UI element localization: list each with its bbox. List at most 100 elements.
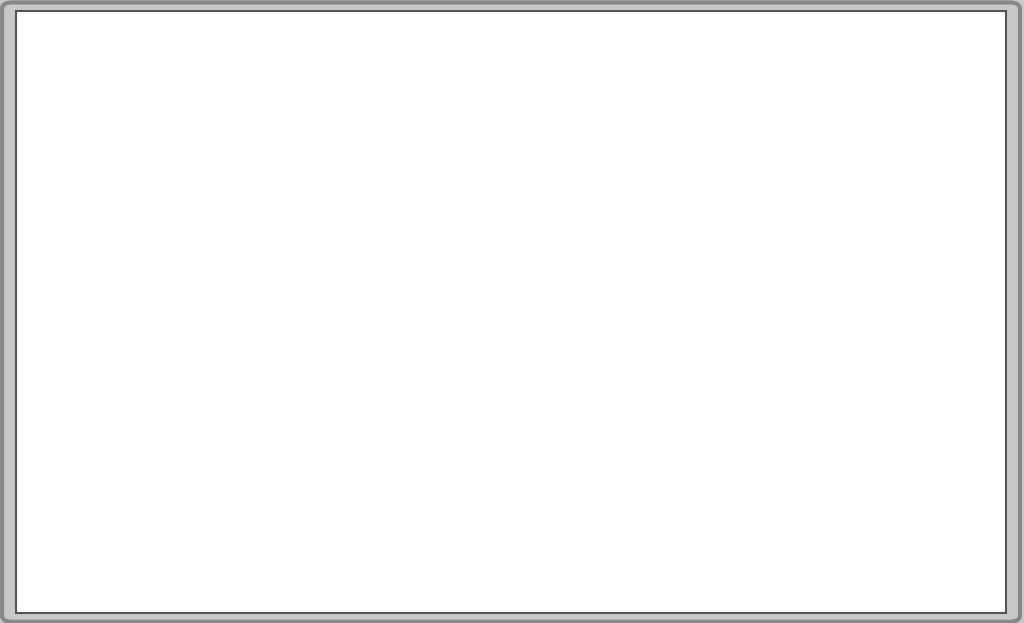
Y-axis label: 1000 km2: 1000 km2 xyxy=(52,247,70,339)
Bar xyxy=(918,338,924,517)
Bar xyxy=(147,427,154,517)
Bar xyxy=(950,392,957,517)
Bar xyxy=(553,303,560,517)
Bar xyxy=(984,368,990,517)
Bar xyxy=(794,353,800,517)
Bar xyxy=(843,98,850,517)
Bar xyxy=(926,432,932,517)
Bar xyxy=(380,338,386,517)
Bar xyxy=(247,407,253,517)
Bar xyxy=(893,397,899,517)
Bar xyxy=(909,412,915,517)
Bar xyxy=(545,98,552,517)
Bar xyxy=(694,373,700,517)
Bar xyxy=(760,148,767,517)
Bar xyxy=(711,368,717,517)
Bar xyxy=(496,368,502,517)
Bar xyxy=(678,338,684,517)
Bar xyxy=(611,333,617,517)
Bar xyxy=(297,188,303,517)
Bar xyxy=(239,288,245,517)
Bar xyxy=(289,437,295,517)
Bar xyxy=(901,437,907,517)
Bar xyxy=(421,437,427,517)
Title: Isutbredningen 1900-2005: Isutbredningen 1900-2005 xyxy=(384,36,737,60)
Bar xyxy=(198,343,204,517)
Bar xyxy=(255,437,262,517)
Bar xyxy=(214,407,220,517)
Bar xyxy=(131,158,137,517)
Bar xyxy=(835,333,841,517)
Bar xyxy=(479,308,485,517)
Bar xyxy=(628,363,634,517)
Bar xyxy=(139,338,145,517)
Bar xyxy=(942,417,949,517)
Bar xyxy=(263,358,270,517)
Bar xyxy=(802,432,808,517)
Bar xyxy=(743,253,751,517)
Bar xyxy=(826,263,833,517)
Bar xyxy=(818,258,824,517)
Bar xyxy=(156,432,163,517)
Bar xyxy=(445,338,453,517)
Bar xyxy=(686,427,692,517)
Bar xyxy=(164,392,171,517)
Bar xyxy=(669,457,676,517)
Bar xyxy=(346,118,353,517)
Bar xyxy=(437,457,443,517)
Bar xyxy=(702,358,709,517)
Bar xyxy=(512,373,518,517)
Bar xyxy=(752,143,759,517)
Bar xyxy=(123,188,129,517)
Bar xyxy=(777,417,783,517)
Bar xyxy=(354,363,361,517)
Bar xyxy=(620,243,626,517)
Bar xyxy=(719,363,725,517)
Bar xyxy=(271,338,279,517)
Bar xyxy=(992,288,998,517)
Bar xyxy=(877,163,883,517)
Bar xyxy=(968,442,974,517)
Bar xyxy=(487,363,494,517)
Bar xyxy=(371,397,378,517)
Bar xyxy=(181,383,187,517)
Bar xyxy=(859,422,866,517)
Bar xyxy=(429,363,435,517)
Bar xyxy=(958,392,966,517)
Bar xyxy=(644,118,651,517)
Bar xyxy=(313,368,319,517)
Bar xyxy=(396,392,402,517)
Bar xyxy=(595,432,601,517)
Bar xyxy=(569,397,577,517)
Bar xyxy=(885,368,891,517)
Bar xyxy=(520,457,526,517)
Bar xyxy=(189,378,196,517)
Bar xyxy=(322,392,328,517)
Bar xyxy=(934,462,940,517)
Bar xyxy=(404,368,411,517)
Bar xyxy=(851,178,858,517)
Bar xyxy=(587,368,593,517)
Bar xyxy=(462,98,469,517)
Bar xyxy=(470,148,477,517)
Bar xyxy=(603,457,609,517)
Bar xyxy=(454,103,461,517)
Bar xyxy=(330,397,336,517)
Bar xyxy=(785,335,792,517)
Bar xyxy=(528,407,535,517)
Bar xyxy=(868,333,874,517)
Bar xyxy=(660,343,668,517)
Bar xyxy=(735,303,741,517)
Bar xyxy=(810,193,816,517)
Bar xyxy=(338,439,344,517)
Bar xyxy=(230,397,237,517)
Bar xyxy=(768,353,775,517)
Bar xyxy=(976,388,982,517)
Bar xyxy=(636,402,642,517)
Bar xyxy=(727,168,733,517)
Bar xyxy=(206,437,212,517)
Bar xyxy=(281,407,287,517)
Bar xyxy=(305,258,311,517)
Bar xyxy=(413,397,419,517)
Bar xyxy=(504,392,510,517)
